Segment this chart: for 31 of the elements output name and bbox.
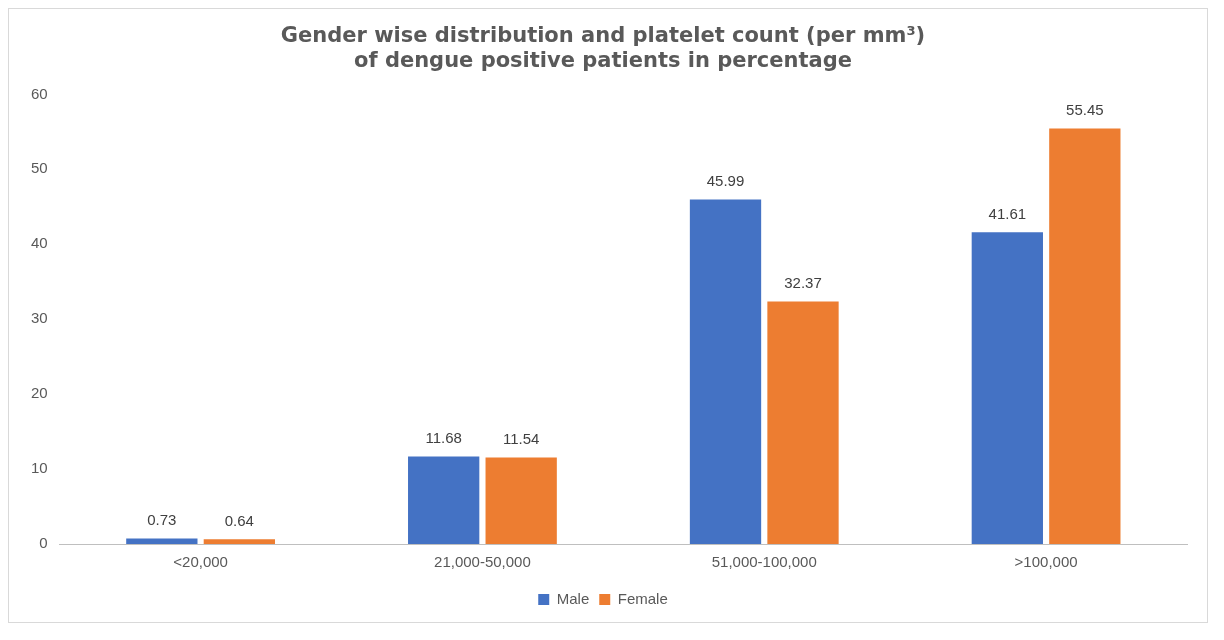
bar <box>1049 128 1121 544</box>
data-label: 45.99 <box>706 172 745 190</box>
x-tick-label: <20,000 <box>173 553 228 571</box>
y-tick-label: 50 <box>31 159 48 177</box>
data-label: 32.37 <box>784 274 822 292</box>
legend-label: Female <box>617 589 668 607</box>
y-tick-label: 60 <box>31 84 48 102</box>
x-tick-label: 21,000-50,000 <box>434 553 531 571</box>
data-label: 0.64 <box>224 511 254 529</box>
x-tick-label: >100,000 <box>1014 553 1078 571</box>
bar <box>971 232 1043 544</box>
data-label: 41.61 <box>988 204 1027 222</box>
bar <box>485 457 557 544</box>
bar <box>767 301 839 544</box>
data-label: 11.68 <box>425 429 462 447</box>
y-tick-label: 40 <box>31 234 48 252</box>
text: Gender wise distribution and platelet count (per mm³) <box>280 23 926 48</box>
text: of dengue positive patients in percentage <box>354 48 852 73</box>
bar <box>203 539 275 544</box>
y-tick-label: 30 <box>31 309 48 327</box>
bar <box>126 538 198 544</box>
legend-label: Male <box>556 589 590 607</box>
y-tick-label: 0 <box>39 534 48 552</box>
y-tick-label: 10 <box>31 459 48 477</box>
y-tick-label: 20 <box>31 384 48 402</box>
data-label: 55.45 <box>1066 101 1104 119</box>
x-tick-label: 51,000-100,000 <box>711 553 817 571</box>
data-label: 0.73 <box>147 511 177 529</box>
bar <box>689 199 762 544</box>
data-label: 11.54 <box>502 430 540 448</box>
bar <box>408 456 480 544</box>
